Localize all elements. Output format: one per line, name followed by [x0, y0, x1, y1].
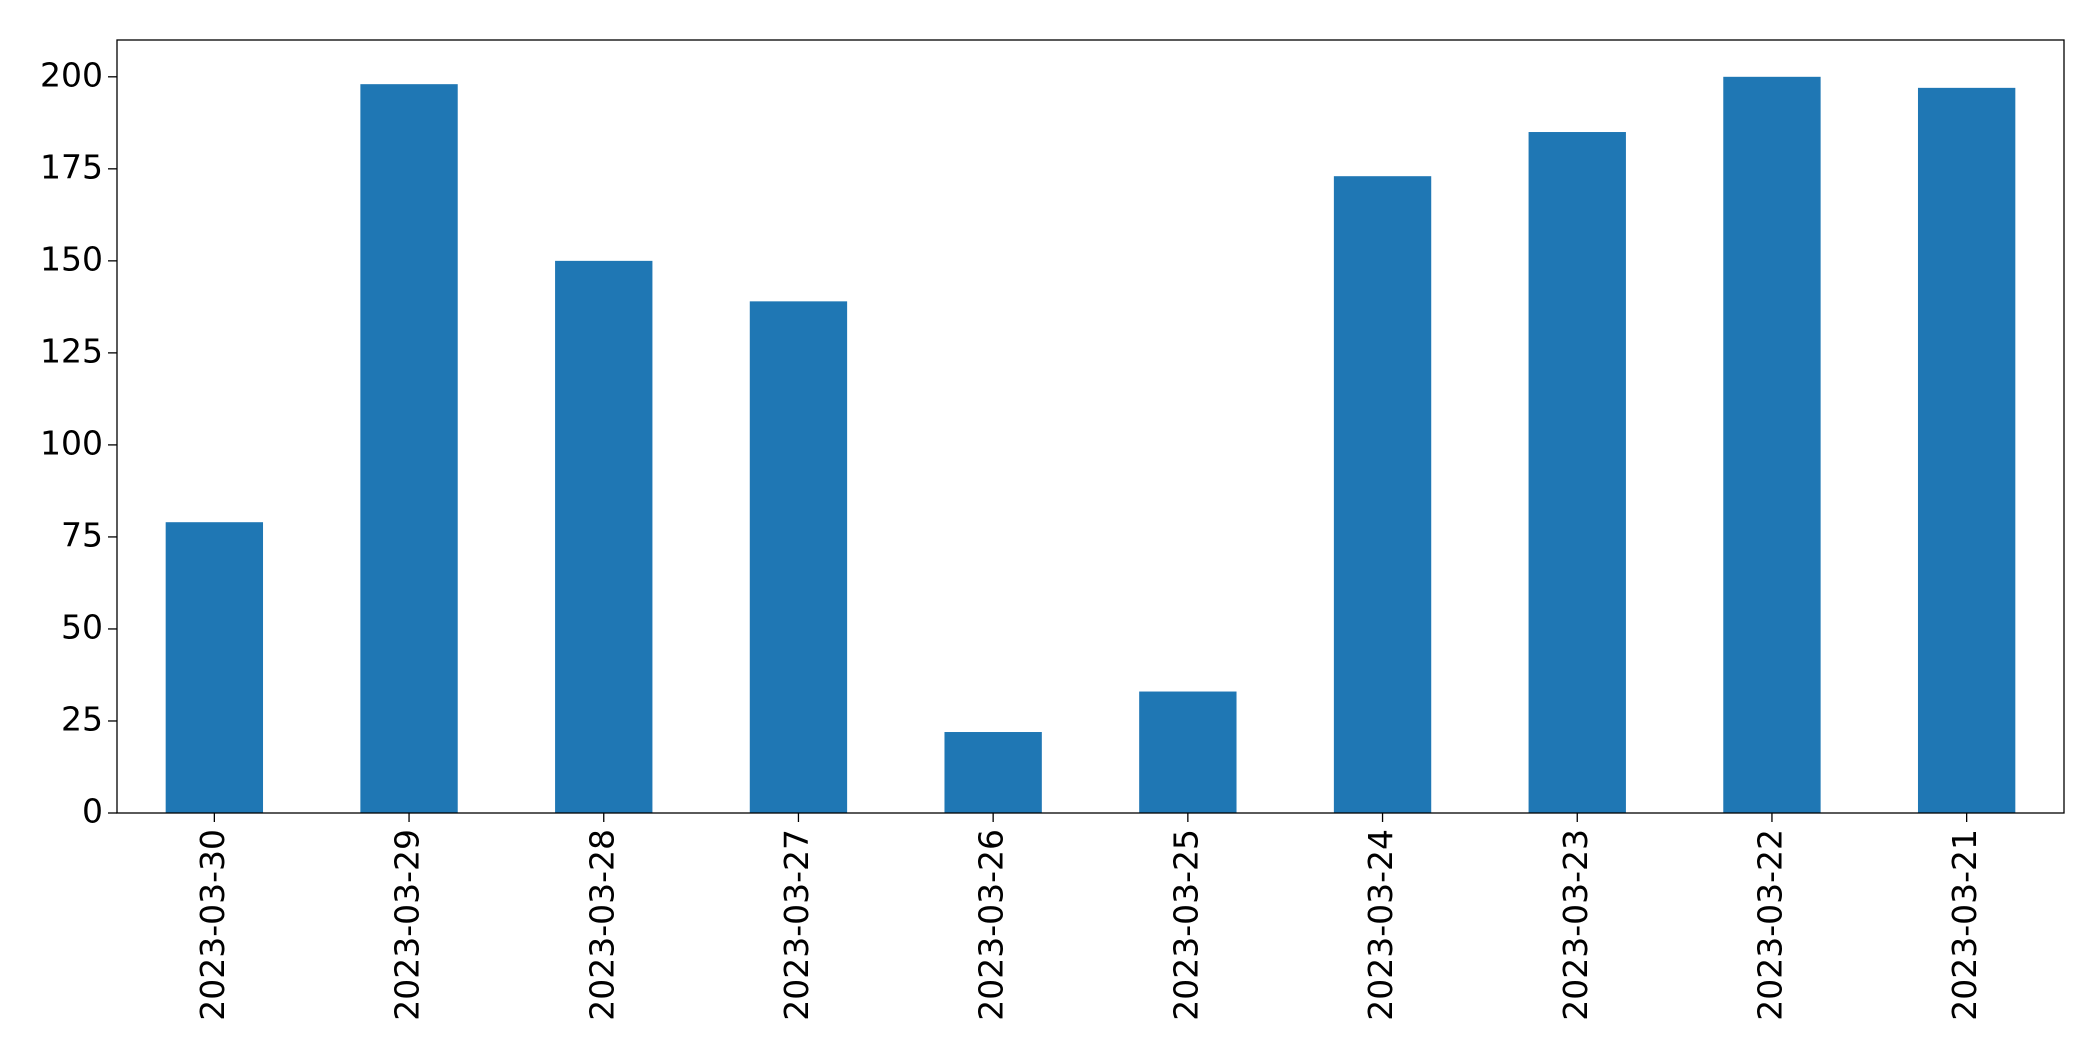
x-tick-label: 2023-03-30	[193, 829, 232, 1021]
y-tick-label: 50	[61, 607, 103, 646]
x-tick-label: 2023-03-21	[1945, 829, 1984, 1021]
bar	[1917, 87, 2016, 814]
x-tick-label: 2023-03-23	[1556, 829, 1595, 1021]
bar	[1723, 76, 1821, 814]
bar	[1528, 132, 1626, 813]
y-tick-label: 150	[40, 239, 103, 278]
y-tick-label: 100	[40, 423, 103, 462]
x-tick-label: 2023-03-27	[777, 829, 816, 1021]
x-tick-label: 2023-03-22	[1750, 829, 1789, 1021]
bar	[555, 260, 653, 813]
x-tick-label: 2023-03-24	[1361, 829, 1400, 1021]
x-tick-label: 2023-03-25	[1166, 829, 1205, 1021]
bar	[165, 522, 264, 813]
y-tick-label: 175	[40, 147, 103, 186]
bar	[749, 301, 848, 813]
y-tick-label: 75	[61, 515, 103, 554]
y-tick-label: 200	[40, 55, 103, 94]
bar	[360, 84, 458, 813]
x-tick-label: 2023-03-28	[582, 829, 621, 1021]
y-tick-label: 25	[61, 699, 103, 738]
bar	[1333, 176, 1432, 813]
y-tick-label: 0	[82, 792, 103, 831]
y-tick-label: 125	[40, 331, 103, 370]
x-tick-label: 2023-03-29	[388, 829, 427, 1021]
plot-frame	[116, 39, 2065, 814]
bar	[944, 732, 1042, 813]
x-tick-label: 2023-03-26	[972, 829, 1011, 1021]
bar	[1139, 691, 1237, 813]
